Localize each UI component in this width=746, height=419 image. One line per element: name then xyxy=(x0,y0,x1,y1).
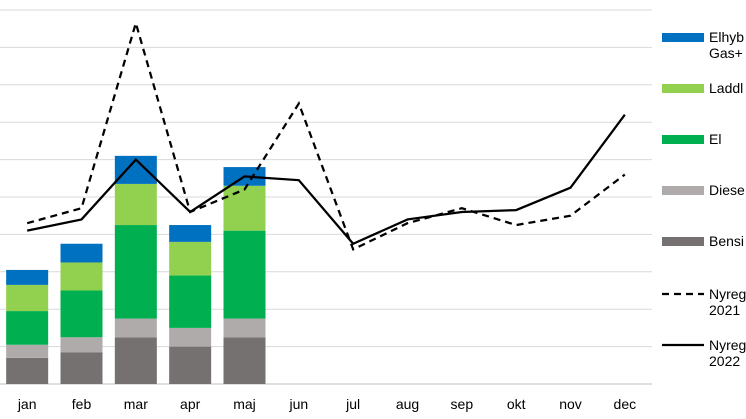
bar-diesel xyxy=(60,337,103,353)
bar-laddhybrid xyxy=(6,284,49,312)
legend: Elhyb Gas+ Laddl El Diese Bensi Nyreg 2021 Nyreg… xyxy=(662,29,746,369)
bar-elhybrid xyxy=(169,225,212,242)
x-tick-label: jun xyxy=(288,396,308,412)
bar-diesel xyxy=(114,318,157,338)
legend-swatch-bensin xyxy=(662,237,704,246)
bar-diesel xyxy=(169,327,212,347)
bar-laddhybrid xyxy=(223,185,266,231)
line-series xyxy=(26,19,626,251)
x-tick-label: nov xyxy=(559,396,582,412)
bar-elhybrid xyxy=(6,269,49,285)
bar-laddhybrid xyxy=(60,262,103,291)
legend-label-elhybrid: Elhyb Gas+ xyxy=(709,29,744,61)
legend-label-el: El xyxy=(709,131,721,147)
bar-laddhybrid xyxy=(169,241,212,276)
bar-el xyxy=(60,290,103,338)
line-nyreg2021 xyxy=(26,19,626,251)
legend-swatch-diesel xyxy=(662,186,704,195)
legend-label-nyreg2021: Nyreg 2021 xyxy=(709,286,746,318)
legend-swatch-laddhybrid xyxy=(662,84,704,93)
bar-bensin xyxy=(114,337,157,384)
bar-el xyxy=(114,225,157,319)
bar-el xyxy=(223,230,266,319)
x-tick-label: jul xyxy=(345,396,360,412)
x-tick-label: dec xyxy=(614,396,637,412)
legend-label-nyreg2022: Nyreg 2022 xyxy=(709,337,746,369)
x-tick-label: aug xyxy=(396,396,419,412)
x-tick-label: feb xyxy=(72,396,92,412)
bar-laddhybrid xyxy=(114,183,157,226)
bar-el xyxy=(6,311,49,345)
legend-label-laddhybrid: Laddl xyxy=(709,80,743,96)
x-tick-label: apr xyxy=(180,396,201,412)
bar-bensin xyxy=(223,337,266,384)
bar-diesel xyxy=(6,344,49,358)
x-tick-label: okt xyxy=(507,396,526,412)
legend-swatch-elhybrid xyxy=(662,33,704,42)
x-tick-label: jan xyxy=(17,396,37,412)
x-tick-label: maj xyxy=(233,396,256,412)
stacked-bars xyxy=(6,155,266,384)
bar-el xyxy=(169,275,212,328)
bar-bensin xyxy=(169,346,212,384)
x-tick-label: sep xyxy=(451,396,474,412)
x-tick-label: mar xyxy=(124,396,148,412)
gridlines xyxy=(0,9,652,385)
bar-diesel xyxy=(223,318,266,338)
legend-label-diesel: Diese xyxy=(709,182,745,198)
bar-bensin xyxy=(60,352,103,384)
x-axis-ticks: jan feb mar apr maj jun jul aug sep okt nov dec xyxy=(17,396,636,412)
legend-label-bensin: Bensi xyxy=(709,233,744,249)
line-nyreg2022 xyxy=(26,114,626,246)
legend-swatch-el xyxy=(662,135,704,144)
bar-elhybrid xyxy=(60,243,103,263)
bar-bensin xyxy=(6,357,49,384)
